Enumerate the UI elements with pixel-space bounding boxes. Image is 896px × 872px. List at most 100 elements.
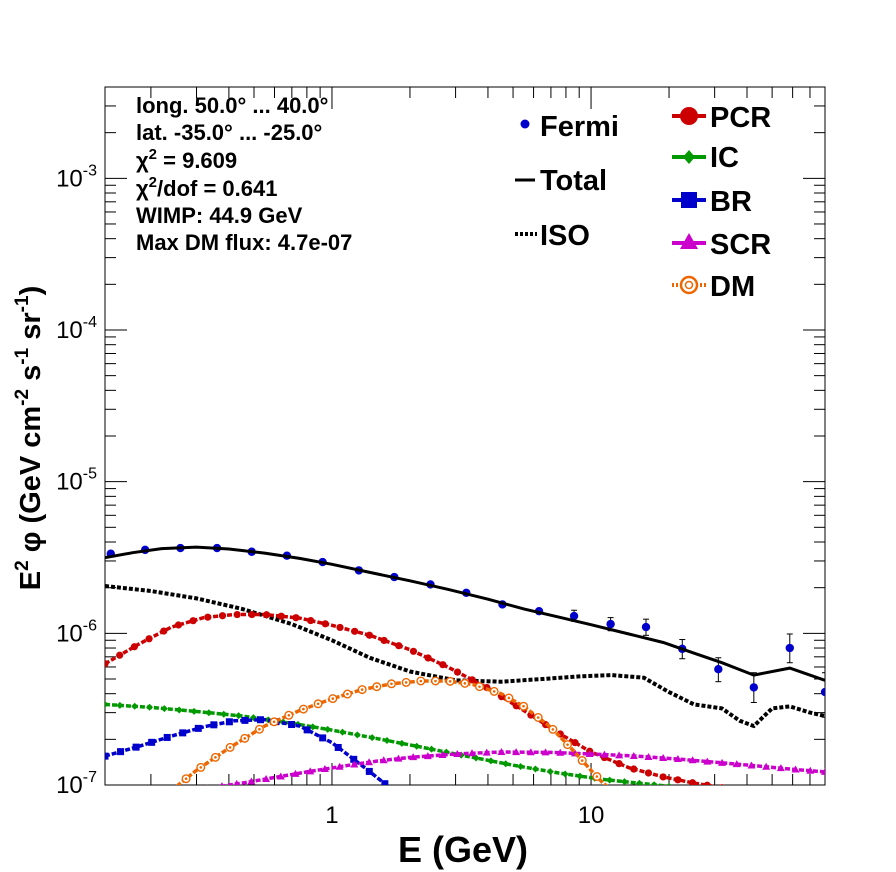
y-tick-label: 10-3: [56, 162, 97, 192]
y-axis-title: E2 φ (GeV cm-2 s-1 sr-1): [12, 286, 47, 591]
series-ic-marker: [175, 706, 183, 714]
series-pcr-marker: [644, 769, 653, 777]
marker-inner: [346, 692, 349, 696]
legend-br-label: BR: [710, 186, 752, 218]
series-ic-marker: [666, 782, 672, 785]
series-dm-marker: [269, 717, 279, 727]
series-scr-marker: [629, 752, 638, 760]
series-ic-marker: [324, 725, 332, 733]
series-pcr-marker: [688, 779, 697, 785]
series-total-line: [105, 545, 825, 682]
series-scr-marker: [526, 748, 535, 756]
series-dm: [175, 676, 609, 785]
series-pcr-marker: [380, 636, 388, 645]
series-pcr-marker: [674, 776, 682, 784]
series-br-marker: [288, 721, 296, 729]
series-pcr-marker: [292, 614, 300, 622]
fermi-data-point: [641, 622, 651, 632]
marker-inner: [492, 690, 496, 693]
fermi-data-point: [749, 683, 759, 692]
series-pcr-marker: [189, 617, 197, 625]
series-pcr-marker: [130, 643, 138, 651]
marker-inner: [375, 685, 379, 688]
info-max-dm-flux: Max DM flux: 4.7e-07: [136, 230, 352, 255]
series-dm-marker: [357, 685, 367, 695]
series-scr-marker: [644, 752, 653, 760]
series-scr-marker: [600, 750, 609, 758]
legend-iso-label: ISO: [540, 220, 590, 252]
marker-inner: [331, 697, 335, 700]
series-ic-marker: [338, 728, 346, 736]
series-scr: [206, 748, 825, 785]
series-ic-marker: [546, 768, 554, 776]
series-pcr-marker: [307, 616, 315, 625]
x-tick-label: 10: [578, 802, 605, 829]
legend-right: PCR IC BR SCR DM: [672, 102, 771, 303]
series-scr-marker: [791, 765, 800, 773]
legend-br-marker: [672, 192, 706, 208]
series-br-marker: [225, 718, 233, 726]
series-dm-marker: [342, 689, 352, 699]
series-br-marker: [117, 748, 125, 756]
chidof-symbol: χ: [136, 176, 149, 201]
marker-inner: [595, 775, 599, 778]
series-pcr-marker: [204, 613, 212, 621]
series-scr-marker: [732, 760, 741, 768]
legend-scr-label: SCR: [710, 229, 771, 261]
series-pcr-marker: [453, 668, 462, 676]
series-dm-marker: [489, 686, 499, 696]
series-ic-marker: [383, 737, 391, 745]
series-scr-marker: [556, 748, 565, 756]
series-br-marker: [148, 738, 156, 746]
marker-inner: [536, 716, 540, 719]
series-dm-marker: [563, 740, 573, 750]
series-dm-marker: [519, 701, 529, 711]
chidof-value: /dof = 0.641: [157, 176, 277, 201]
series-scr-marker: [379, 756, 388, 764]
series-dm-marker: [284, 710, 294, 720]
info-wimp: WIMP: 44.9 GeV: [136, 203, 303, 228]
series-scr-marker: [365, 758, 374, 766]
series-ic-marker: [531, 765, 539, 773]
series-pcr-marker: [160, 627, 168, 635]
series-dm-marker: [386, 679, 396, 689]
series-scr-marker: [276, 772, 285, 780]
series-scr-marker: [673, 755, 682, 763]
marker-inner: [566, 743, 569, 746]
series-dm-marker: [225, 742, 235, 752]
series-scr-marker: [541, 748, 550, 756]
series-ic-marker: [160, 705, 168, 713]
chi2-value: = 9.609: [157, 148, 237, 173]
legend-fermi-label: Fermi: [540, 111, 619, 143]
series-ic-marker: [353, 731, 361, 739]
marker-inner: [214, 756, 217, 759]
series-scr-marker: [718, 758, 727, 766]
series-scr-marker: [688, 756, 697, 764]
fermi-data-point: [785, 643, 794, 653]
series-ic-marker: [561, 770, 569, 778]
series-dm-marker: [313, 699, 323, 709]
series-pcr-marker: [424, 654, 432, 662]
series-scr-marker: [512, 748, 521, 756]
series-br-marker: [210, 721, 218, 729]
series-scr-marker: [776, 764, 785, 772]
series-br-marker: [105, 752, 109, 760]
series-scr-marker: [262, 774, 271, 782]
series-br-line: [105, 717, 386, 785]
series-scr-marker: [247, 777, 256, 785]
series-dm-marker: [445, 676, 455, 686]
series-scr-marker: [423, 752, 432, 760]
series-pcr-marker: [218, 612, 227, 620]
series-pcr-marker: [277, 612, 285, 620]
series-ic-marker: [220, 710, 228, 718]
series-br-marker: [381, 780, 389, 785]
series-scr-marker: [615, 751, 624, 759]
series-iso-line: [105, 584, 825, 729]
series-ic-marker: [309, 723, 317, 731]
series-dm-marker: [548, 724, 558, 734]
series-pcr-marker: [145, 635, 153, 643]
y-tick-label: 10-4: [56, 314, 97, 344]
series-scr-marker: [703, 757, 712, 765]
series-pcr-marker: [321, 620, 329, 628]
